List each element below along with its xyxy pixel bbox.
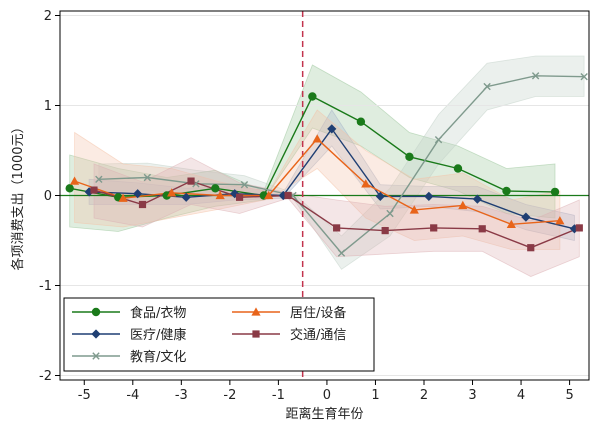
point-series-1-7 — [405, 152, 414, 161]
point-series-3-3 — [240, 181, 249, 189]
point-series-3-8 — [483, 82, 491, 91]
point-series-2-6 — [375, 191, 385, 201]
point-series-5-1 — [138, 200, 147, 209]
point-series-4-7 — [409, 205, 419, 214]
point-series-4-10 — [555, 216, 565, 225]
point-series-3-7 — [434, 136, 443, 144]
y-tick-label-1: -1 — [39, 279, 52, 294]
point-series-3-10 — [580, 73, 588, 81]
point-series-1-10 — [550, 187, 560, 197]
point-series-4-2 — [167, 188, 177, 197]
point-series-5-9 — [527, 244, 535, 252]
point-series-4-4 — [264, 190, 274, 200]
point-series-2-8 — [472, 194, 482, 204]
point-series-2-4 — [278, 190, 288, 201]
axes: -2 -1 0 1 2 -5 -4 -3 -2 -1 0 1 2 3 4 5 — [39, 9, 590, 403]
legend-marker-series-5 — [252, 330, 260, 338]
x-tick-label-0: -5 — [78, 388, 91, 403]
band-series-2 — [88, 109, 575, 241]
legend-marker-series-4 — [251, 307, 261, 316]
legend-label-series-1: 食品/衣物 — [130, 305, 186, 321]
point-series-1-3 — [211, 184, 220, 193]
point-series-5-0 — [90, 186, 98, 194]
point-series-3-9 — [531, 72, 540, 80]
x-tick-label-3: -2 — [223, 388, 236, 403]
point-series-4-8 — [458, 200, 468, 210]
y-tick-label-0: -2 — [39, 369, 52, 384]
point-series-2-2 — [181, 192, 191, 202]
point-series-4-1 — [118, 193, 128, 202]
point-series-2-7 — [424, 191, 434, 201]
x-axis-label: 距离生育年份 — [285, 406, 363, 422]
legend-label-series-5: 交通/通信 — [290, 327, 346, 343]
y-axis-label: 各项消费支出（1000元） — [10, 120, 26, 270]
y-tick-label-2: 0 — [44, 189, 52, 204]
point-series-5-10 — [575, 224, 583, 232]
legend-label-series-2: 医疗/健康 — [130, 327, 186, 343]
y-tick-label-4: 2 — [44, 9, 52, 24]
point-series-4-6 — [361, 179, 371, 188]
band-series-4 — [74, 109, 561, 250]
point-series-1-9 — [502, 186, 511, 196]
x-tick-label-6: 1 — [371, 388, 379, 403]
point-series-5-8 — [478, 225, 486, 233]
band-series-1 — [69, 64, 556, 232]
point-series-1-0 — [65, 184, 74, 193]
point-series-1-5 — [308, 92, 317, 101]
series-markers — [65, 72, 588, 257]
x-tick-label-8: 3 — [468, 388, 476, 403]
point-series-5-3 — [235, 193, 244, 201]
x-tick-label-10: 5 — [565, 388, 573, 403]
x-tick-label-4: -1 — [272, 388, 285, 403]
point-series-5-5 — [333, 224, 341, 232]
point-series-5-2 — [187, 177, 195, 185]
x-tick-label-2: -3 — [175, 388, 188, 403]
x-tick-label-1: -4 — [126, 388, 139, 403]
point-series-5-7 — [430, 224, 438, 232]
point-series-4-9 — [506, 219, 516, 228]
x-tick-label-9: 4 — [517, 388, 525, 403]
point-series-3-0 — [95, 175, 103, 183]
point-series-2-1 — [133, 189, 143, 199]
legend-marker-series-3 — [92, 352, 100, 360]
legend-marker-series-1 — [91, 307, 101, 317]
legend-label-series-4: 居住/设备 — [290, 305, 346, 321]
point-series-4-3 — [215, 190, 225, 200]
x-tick-label-7: 2 — [420, 388, 428, 403]
point-series-3-5 — [337, 249, 346, 257]
x-tick-label-5: 0 — [323, 388, 331, 403]
point-series-5-4 — [284, 191, 292, 200]
point-series-3-6 — [386, 209, 394, 218]
point-series-2-5 — [327, 124, 337, 134]
point-series-4-5 — [312, 134, 322, 143]
point-series-3-1 — [143, 173, 152, 182]
y-tick-label-3: 1 — [44, 99, 52, 114]
legend-label-series-3: 教育/文化 — [130, 349, 186, 365]
point-series-1-8 — [453, 164, 463, 173]
point-series-1-6 — [356, 117, 366, 126]
point-series-2-9 — [521, 212, 531, 222]
legend-marker-series-2 — [91, 329, 101, 339]
point-series-4-0 — [69, 176, 80, 185]
point-series-5-6 — [381, 227, 389, 235]
